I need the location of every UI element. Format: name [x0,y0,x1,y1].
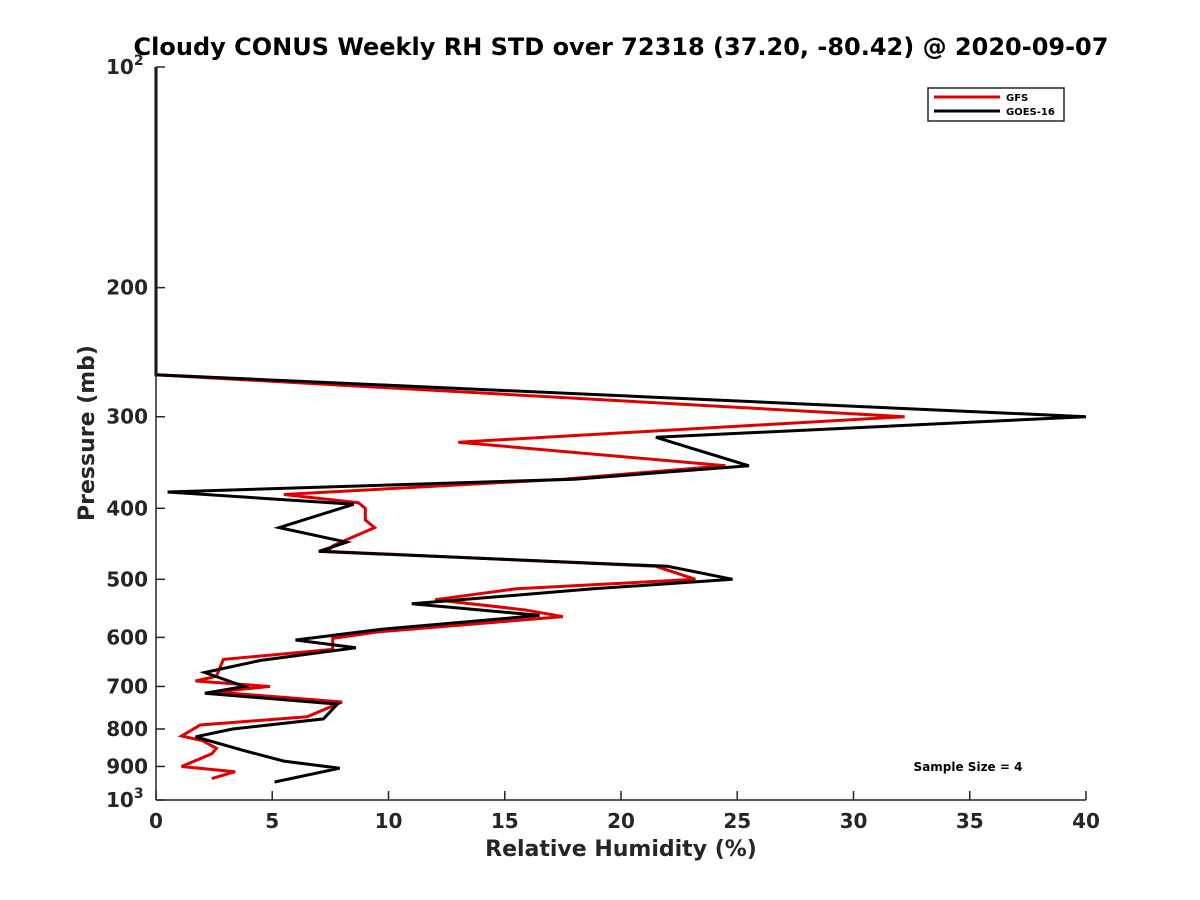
legend: GFS GOES-16 [927,87,1065,122]
x-tick-label: 25 [723,809,751,833]
x-tick-label: 15 [491,809,519,833]
y-tick-label: 300 [106,405,148,429]
x-tick-label: 35 [956,809,984,833]
x-tick-label: 5 [265,809,279,833]
legend-box [927,87,1065,122]
series-layer [154,67,1087,784]
x-ticks: 0 5 10 15 20 25 30 35 40 [149,791,1100,833]
y-tick-label: 700 [106,674,148,698]
y-tick-label: 200 [106,276,148,300]
y-tick-label: 800 [106,717,148,741]
chart-title: Cloudy CONUS Weekly RH STD over 72318 (3… [134,33,1109,61]
legend-label-gfs: GFS [1006,93,1028,104]
y-ticks: 102 200 300 400 500 600 700 800 900 103 [106,53,165,812]
x-tick-label: 40 [1072,809,1100,833]
y-tick-label: 400 [106,496,148,520]
x-tick-label: 10 [375,809,403,833]
y-tick-label: 103 [106,786,144,812]
x-tick-label: 20 [607,809,635,833]
series-line-gfs [154,67,905,781]
y-tick-label: 600 [106,625,148,649]
y-tick-label: 500 [106,567,148,591]
x-axis-label: Relative Humidity (%) [485,837,757,862]
sample-size-annotation: Sample Size = 4 [914,760,1023,774]
y-tick-label: 102 [106,53,144,79]
series-line-goes16 [154,67,1087,784]
y-axis-label: Pressure (mb) [75,345,100,521]
x-tick-label: 0 [149,809,163,833]
y-tick-label: 900 [106,754,148,778]
legend-label-goes16: GOES-16 [1006,107,1055,118]
x-tick-label: 30 [840,809,868,833]
